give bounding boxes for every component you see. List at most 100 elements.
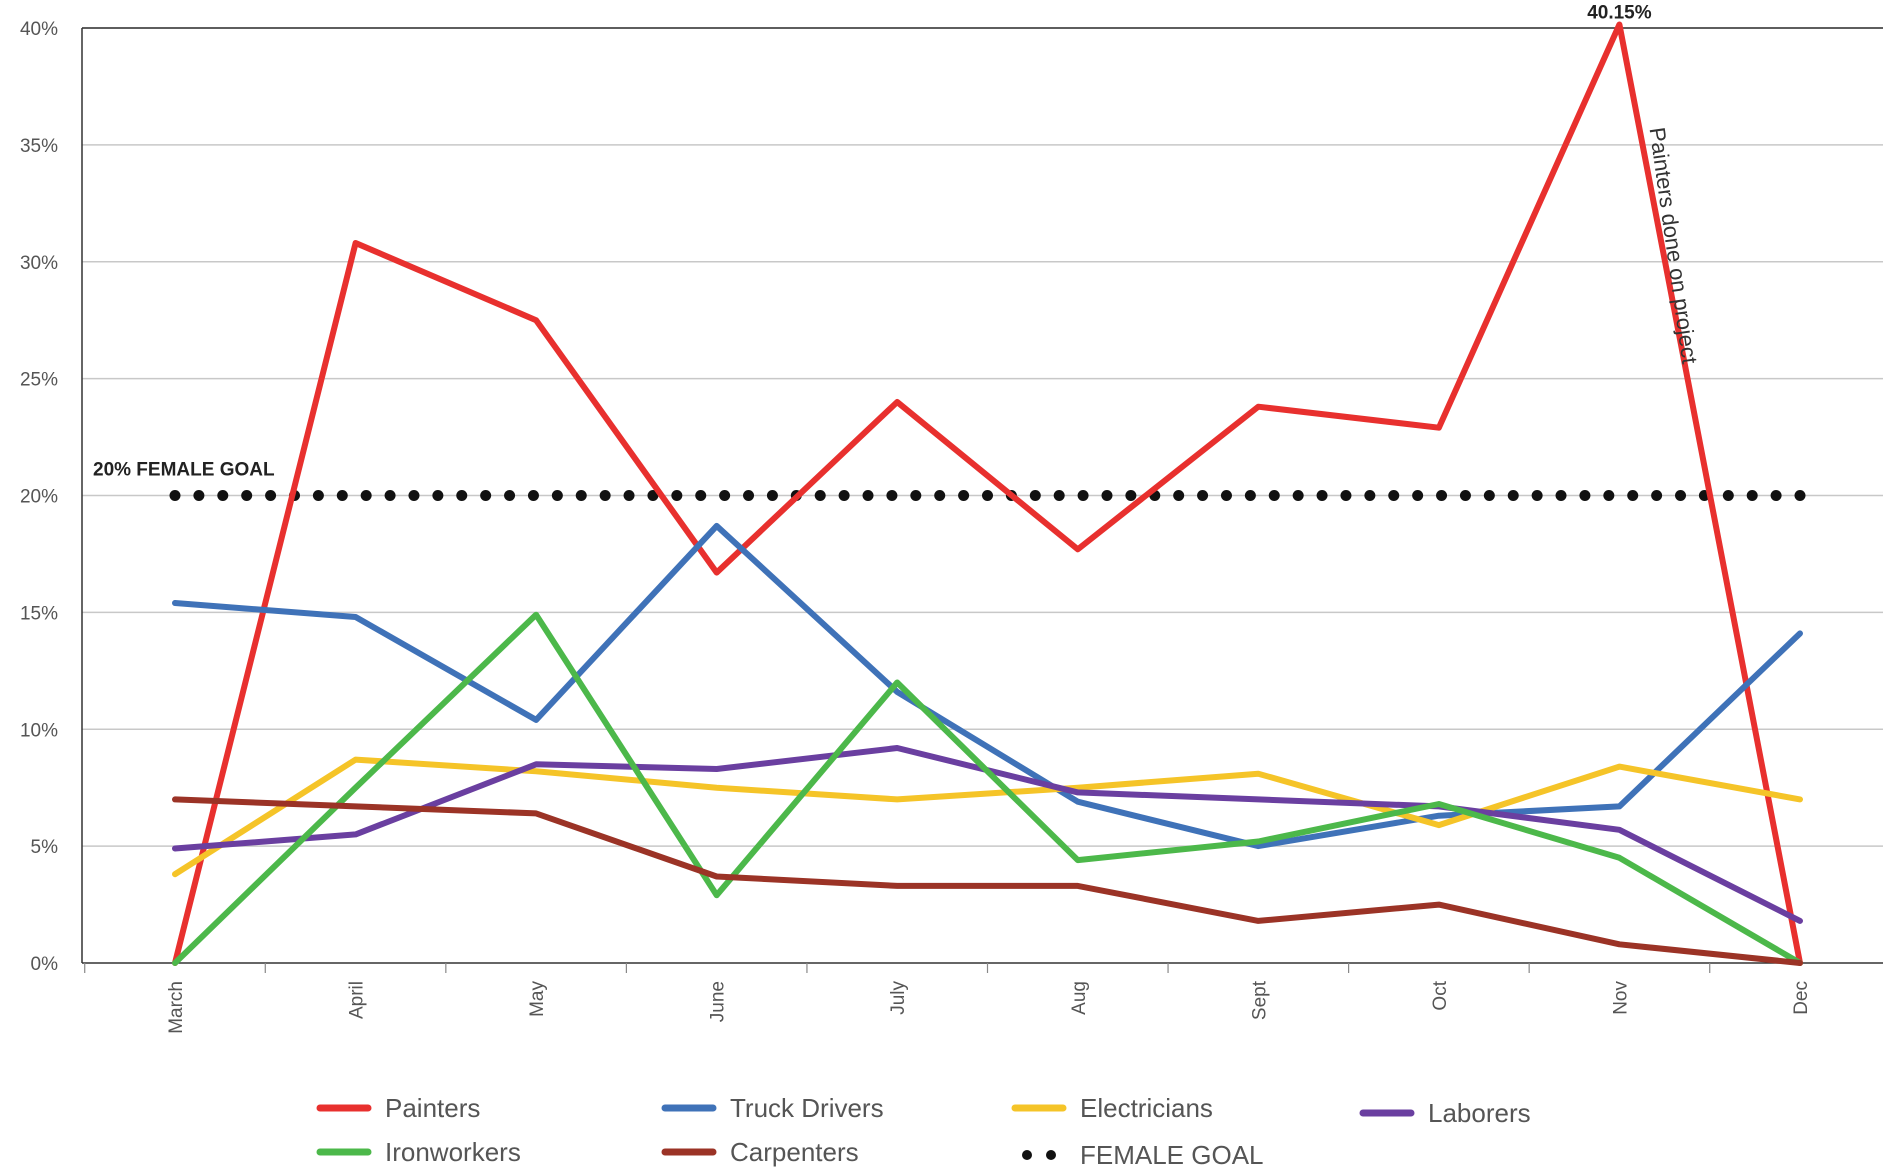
goal-dot: [1603, 490, 1615, 501]
goal-dot: [886, 490, 898, 501]
goal-dot: [958, 490, 970, 501]
goal-dot: [1579, 490, 1591, 501]
goal-dot: [384, 490, 396, 501]
goal-dot: [814, 490, 826, 501]
goal-dot: [1531, 490, 1543, 501]
goal-dot: [1268, 490, 1280, 501]
legend-item-laborers: Laborers: [1359, 1098, 1531, 1128]
goal-dot: [1125, 490, 1137, 501]
x-tick-label-april: April: [347, 981, 368, 1019]
legend-label: Laborers: [1428, 1098, 1531, 1128]
goal-dot: [1244, 490, 1256, 501]
y-tick-label: 40%: [20, 19, 58, 40]
y-tick-label: 5%: [31, 837, 59, 858]
goal-dot: [910, 490, 922, 501]
legend-item-electricians: Electricians: [1011, 1093, 1213, 1123]
legend-label: FEMALE GOAL: [1080, 1140, 1264, 1169]
goal-dot: [360, 490, 372, 501]
goal-dot: [1436, 490, 1448, 501]
y-tick-label: 20%: [20, 487, 58, 508]
goal-dot: [838, 490, 850, 501]
y-tick-label: 30%: [20, 253, 58, 274]
x-tick-label-june: June: [708, 981, 729, 1022]
x-tick-label-july: July: [888, 981, 909, 1015]
legend-item-ironworkers: Ironworkers: [316, 1137, 521, 1167]
y-tick-label: 25%: [20, 370, 58, 391]
x-tick-label-nov: Nov: [1610, 981, 1631, 1015]
goal-dot: [1555, 490, 1567, 501]
goal-dot: [1412, 490, 1424, 501]
y-tick-label: 35%: [20, 136, 58, 157]
legend: Painters Truck Drivers Electricians Laborer…: [316, 1093, 1531, 1169]
goal-dot: [743, 490, 755, 501]
legend-label: Carpenters: [730, 1137, 859, 1167]
goal-dot: [336, 490, 348, 501]
series-line-ironworkers: [172, 611, 1803, 966]
goal-dot: [504, 490, 516, 501]
goal-label: 20% FEMALE GOAL: [93, 460, 275, 481]
legend-label: Electricians: [1080, 1093, 1213, 1123]
y-tick-label: 0%: [31, 954, 59, 975]
goal-dot: [1340, 490, 1352, 501]
goal-dot: [1101, 490, 1113, 501]
goal-line: 20% FEMALE GOAL: [93, 460, 1806, 501]
goal-dot: [695, 490, 707, 501]
y-tick-label: 10%: [20, 720, 58, 741]
x-tick-label-may: May: [527, 981, 548, 1017]
goal-dot: [456, 490, 468, 501]
goal-dot: [169, 490, 181, 501]
goal-dot: [432, 490, 444, 501]
goal-dot: [575, 490, 587, 501]
goal-dot: [241, 490, 253, 501]
goal-dot: [671, 490, 683, 501]
goal-dot: [1722, 490, 1734, 501]
goal-dot: [1483, 490, 1495, 501]
goal-dot: [551, 490, 563, 501]
goal-dot: [1220, 490, 1232, 501]
y-tick-label: 15%: [20, 603, 58, 624]
goal-dot: [1077, 490, 1089, 501]
goal-dot: [982, 490, 993, 501]
series-line-truck-drivers: [172, 522, 1803, 850]
x-tick-label-oct: Oct: [1430, 980, 1451, 1010]
x-tick-label-march: March: [166, 981, 187, 1034]
x-tick-label-aug: Aug: [1069, 981, 1090, 1015]
goal-dot: [1316, 490, 1328, 501]
legend-label: Painters: [385, 1093, 480, 1123]
goal-dot: [1675, 490, 1687, 501]
series-line-painters: [172, 21, 1803, 966]
goal-dot: [766, 490, 778, 501]
goal-dot: [1459, 490, 1471, 501]
goal-dot: [1173, 490, 1185, 501]
legend-marker-dot: [1022, 1150, 1032, 1160]
legend-label: Truck Drivers: [730, 1093, 884, 1123]
goal-dot: [1364, 490, 1376, 501]
goal-dot: [1388, 490, 1400, 501]
legend-item-female-goal: FEMALE GOAL: [1022, 1140, 1264, 1169]
axes: 0% 5% 10% 15% 20% 25% 30% 35% 40% March April May Ju…: [20, 19, 1883, 1034]
goal-dot: [1197, 490, 1209, 501]
goal-dot: [862, 490, 874, 501]
legend-marker-dot: [1046, 1150, 1056, 1160]
goal-dot: [527, 490, 539, 501]
x-tick-label-sept: Sept: [1249, 980, 1270, 1020]
gridlines: [82, 27, 1883, 847]
x-tick-label-dec: Dec: [1791, 981, 1812, 1015]
goal-dot: [1770, 490, 1782, 501]
goal-dot: [312, 490, 324, 501]
goal-dot: [265, 490, 277, 501]
goal-dot: [1029, 490, 1041, 501]
goal-dot: [1053, 490, 1065, 501]
goal-dot: [193, 490, 205, 501]
goal-dots: [169, 490, 1806, 501]
goal-dot: [1794, 490, 1806, 501]
goal-dot: [1292, 490, 1304, 501]
goal-dot: [408, 490, 420, 501]
series-line-electricians: [172, 756, 1803, 878]
legend-item-carpenters: Carpenters: [661, 1137, 859, 1167]
series-lines: [172, 21, 1803, 966]
goal-dot: [934, 490, 946, 501]
legend-item-truck-drivers: Truck Drivers: [661, 1093, 884, 1123]
goal-dot: [480, 490, 492, 501]
